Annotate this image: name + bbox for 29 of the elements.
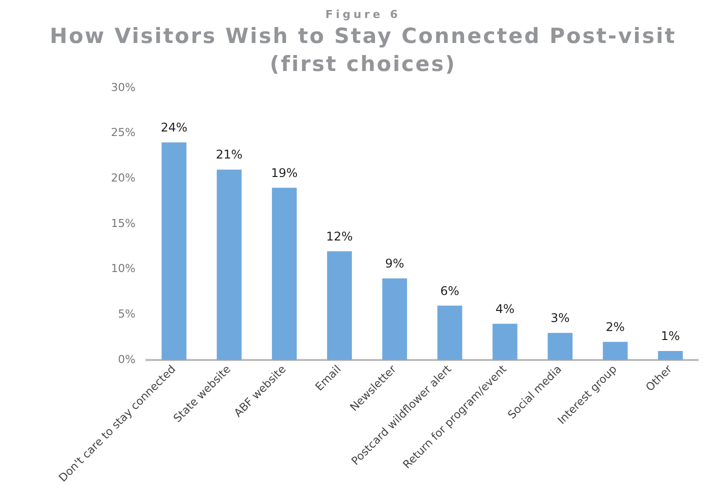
data-label: 3% — [550, 310, 570, 325]
bar — [272, 188, 297, 360]
bar — [548, 332, 573, 360]
data-label: 19% — [271, 166, 298, 180]
bar — [602, 342, 628, 360]
y-tick-label: 15% — [110, 216, 136, 230]
chart-subtitle: Figure 6 — [324, 8, 402, 22]
data-label: 1% — [660, 329, 680, 344]
bar — [162, 142, 186, 360]
chart-title: How Visitors Wish to Stay Connected Post-visit (first choices) — [48, 23, 678, 78]
data-label: 24% — [160, 120, 188, 135]
bar — [327, 251, 352, 360]
bar — [492, 324, 518, 360]
bar — [382, 278, 408, 360]
y-tick-label: 5% — [118, 308, 136, 321]
y-tick-label: 10% — [110, 262, 136, 276]
y-tick-label: 30% — [110, 80, 136, 94]
y-tick-label: 25% — [110, 126, 136, 140]
data-label: 4% — [495, 302, 514, 316]
data-label: 9% — [385, 256, 404, 271]
bar — [658, 350, 683, 360]
data-label: 2% — [606, 320, 625, 334]
data-label: 12% — [326, 229, 353, 244]
y-tick-label: 20% — [110, 172, 136, 185]
data-label: 6% — [440, 284, 460, 298]
data-label: 21% — [216, 148, 243, 162]
y-tick-label: 0% — [118, 352, 136, 366]
bar — [216, 170, 242, 360]
bar — [437, 306, 462, 360]
